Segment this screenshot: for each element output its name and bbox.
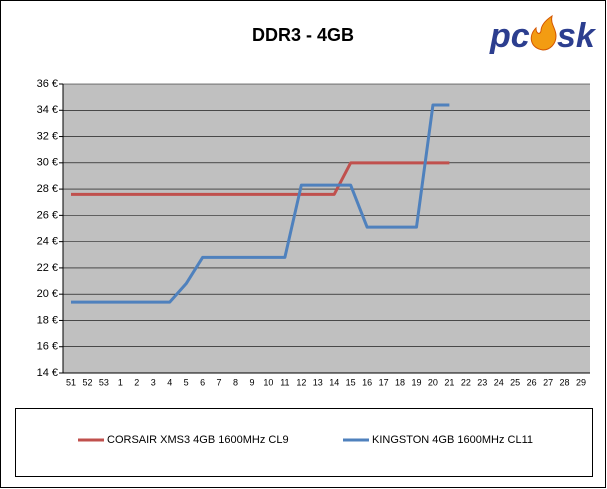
x-tick-label: 10 <box>263 377 273 387</box>
x-tick-label: 16 <box>362 377 372 387</box>
logo-text: pc <box>489 17 530 55</box>
y-tick-label: 18 € <box>37 314 58 326</box>
chart-title: DDR3 - 4GB <box>252 25 354 45</box>
x-tick-label: 27 <box>543 377 553 387</box>
x-tick-label: 3 <box>151 377 156 387</box>
x-tick-label: 29 <box>576 377 586 387</box>
x-tick-label: 8 <box>233 377 238 387</box>
y-tick-label: 28 € <box>37 183 58 195</box>
legend-label: KINGSTON 4GB 1600MHz CL11 <box>372 434 533 446</box>
y-tick-label: 22 € <box>37 262 58 274</box>
x-tick-label: 24 <box>494 377 504 387</box>
y-tick-label: 36 € <box>37 78 58 90</box>
x-tick-label: 11 <box>280 377 289 387</box>
x-tick-label: 18 <box>395 377 405 387</box>
x-tick-label: 19 <box>411 377 421 387</box>
x-tick-label: 23 <box>477 377 487 387</box>
legend-box <box>15 408 593 477</box>
y-tick-label: 14 € <box>37 367 58 379</box>
x-tick-label: 2 <box>134 377 139 387</box>
x-tick-label: 53 <box>99 377 109 387</box>
x-tick-label: 21 <box>444 377 454 387</box>
series-line <box>71 103 450 304</box>
y-tick-label: 26 € <box>37 209 58 221</box>
y-tick-label: 20 € <box>37 288 58 300</box>
x-tick-label: 17 <box>379 377 389 387</box>
logo-text: sk <box>557 17 597 55</box>
y-tick-label: 24 € <box>37 236 58 248</box>
x-tick-label: 6 <box>200 377 205 387</box>
y-tick-label: 32 € <box>37 130 58 142</box>
x-tick-label: 26 <box>527 377 537 387</box>
x-tick-label: 52 <box>82 377 92 387</box>
x-tick-label: 9 <box>249 377 254 387</box>
x-tick-label: 12 <box>296 377 306 387</box>
x-tick-label: 14 <box>329 377 339 387</box>
x-tick-label: 15 <box>346 377 356 387</box>
legend-label: CORSAIR XMS3 4GB 1600MHz CL9 <box>107 434 289 446</box>
logo-flame <box>530 14 557 51</box>
x-tick-label: 4 <box>167 377 172 387</box>
x-tick-label: 13 <box>313 377 323 387</box>
x-tick-label: 22 <box>461 377 471 387</box>
x-tick-label: 7 <box>217 377 222 387</box>
y-tick-label: 30 € <box>37 157 58 169</box>
series-line <box>71 161 450 196</box>
x-tick-label: 28 <box>560 377 570 387</box>
y-tick-label: 34 € <box>37 104 58 116</box>
x-tick-label: 51 <box>66 377 76 387</box>
x-tick-label: 5 <box>184 377 189 387</box>
x-tick-label: 1 <box>118 377 123 387</box>
x-tick-label: 25 <box>510 377 520 387</box>
logo: pc sk <box>489 14 597 55</box>
y-tick-label: 16 € <box>37 341 58 353</box>
plot-area <box>63 84 590 373</box>
x-tick-label: 20 <box>428 377 438 387</box>
